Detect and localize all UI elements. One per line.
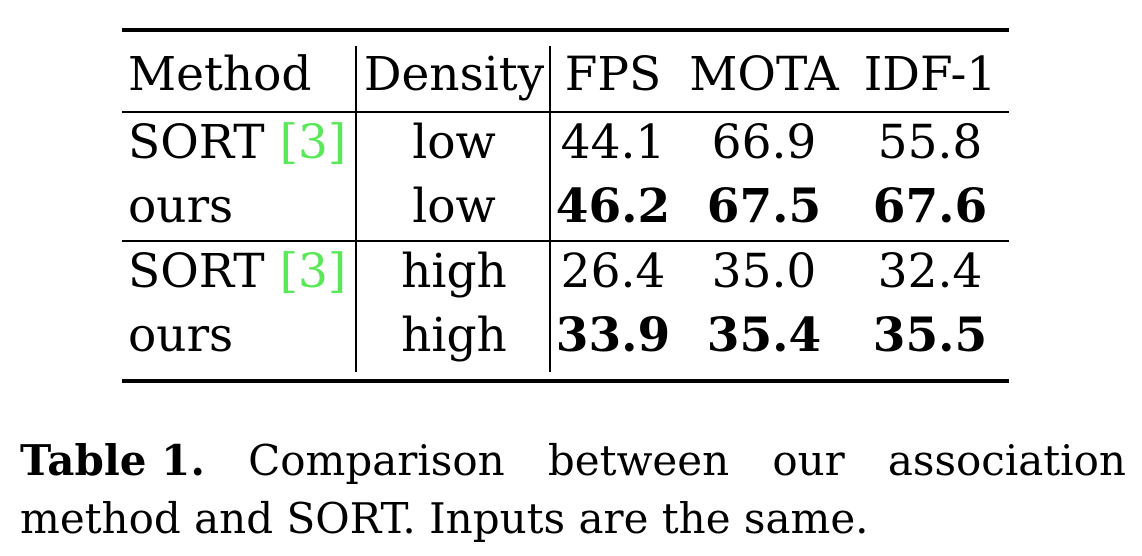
row-density: low bbox=[412, 115, 496, 170]
header-mota: MOTA bbox=[689, 47, 839, 102]
header-idf1: IDF-1 bbox=[863, 47, 997, 102]
citation-ref[interactable]: [3] bbox=[279, 115, 347, 170]
row-method: ours bbox=[128, 179, 234, 234]
row-mota: 35.0 bbox=[711, 244, 817, 299]
header-density: Density bbox=[363, 47, 545, 102]
caption-word: association bbox=[887, 436, 1126, 485]
row-idf1: 67.6 bbox=[872, 179, 988, 234]
column-divider-density bbox=[549, 46, 551, 372]
row-idf1: 35.5 bbox=[872, 308, 988, 363]
row-method: SORT [3] bbox=[128, 115, 347, 170]
row-density: high bbox=[401, 308, 507, 363]
table-bottom-rule bbox=[122, 379, 1009, 383]
caption-label: Table 1. bbox=[20, 436, 205, 485]
caption-word: Comparison bbox=[248, 436, 505, 485]
row-mota: 66.9 bbox=[711, 115, 817, 170]
row-idf1: 32.4 bbox=[877, 244, 983, 299]
caption-text: method and SORT. Inputs are the same. bbox=[20, 494, 869, 543]
row-fps: 26.4 bbox=[560, 244, 666, 299]
column-divider-method bbox=[355, 46, 357, 372]
row-method: ours bbox=[128, 308, 234, 363]
table-top-rule bbox=[122, 28, 1009, 32]
group-rule bbox=[122, 240, 1009, 242]
table-caption: Table 1. Comparison between our associat… bbox=[20, 432, 1126, 548]
row-mota: 35.4 bbox=[706, 308, 822, 363]
row-fps: 33.9 bbox=[555, 308, 671, 363]
header-rule bbox=[122, 111, 1009, 113]
row-method: SORT [3] bbox=[128, 244, 347, 299]
caption-word: between bbox=[547, 436, 730, 485]
row-fps: 44.1 bbox=[560, 115, 666, 170]
caption-word: our bbox=[772, 436, 845, 485]
row-density: low bbox=[412, 179, 496, 234]
row-density: high bbox=[401, 244, 507, 299]
row-idf1: 55.8 bbox=[877, 115, 983, 170]
header-method: Method bbox=[128, 47, 312, 102]
row-mota: 67.5 bbox=[706, 179, 822, 234]
citation-ref[interactable]: [3] bbox=[279, 244, 347, 299]
header-fps: FPS bbox=[564, 47, 662, 102]
row-fps: 46.2 bbox=[555, 179, 671, 234]
